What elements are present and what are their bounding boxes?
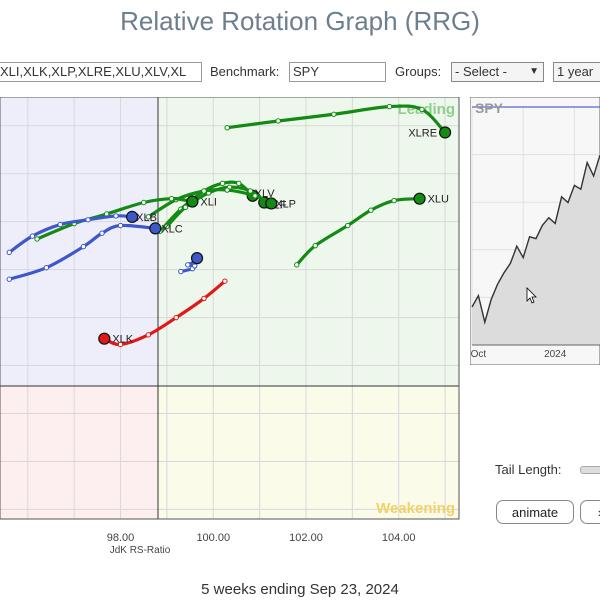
groups-select-value: - Select - — [455, 64, 508, 79]
series-label-xlc: XLC — [161, 223, 182, 235]
benchmark-label: Benchmark: — [210, 64, 280, 79]
head-marker-xlb[interactable] — [126, 210, 139, 223]
tail-point — [99, 230, 105, 236]
head-marker-xlk[interactable] — [98, 332, 111, 345]
series-label-xlk: XLK — [112, 334, 133, 346]
spy-price-line — [471, 154, 600, 325]
page-title: Relative Rotation Graph (RRG) — [120, 6, 480, 36]
tail-point — [43, 265, 50, 271]
tail-xlc[interactable]: XLC — [6, 222, 183, 282]
head-marker-xly[interactable] — [190, 252, 204, 265]
series-label-xlp: XLP — [275, 198, 296, 210]
x-tick-label: 104.00 — [382, 532, 416, 544]
tail-point — [164, 223, 170, 230]
tail-point — [252, 193, 258, 199]
head-marker-xlc[interactable] — [149, 222, 162, 235]
tail-point — [294, 262, 300, 268]
tail-xly[interactable] — [178, 252, 204, 275]
spy-x-ticks: Oct 2024 — [471, 349, 567, 360]
series-label-xlb: XLB — [136, 212, 157, 224]
rrg-x-axis-label: JdK RS-Ratio — [110, 545, 171, 556]
tail-point — [345, 222, 351, 229]
tail-point — [34, 236, 40, 242]
tail-point — [236, 180, 242, 187]
tail-point — [145, 332, 152, 338]
groups-select[interactable]: - Select - ▼ — [451, 62, 544, 82]
tail-point — [6, 249, 12, 256]
tail-point — [224, 124, 230, 131]
quadrant-leading — [158, 97, 459, 386]
tail-point — [178, 268, 184, 275]
tail-line-xlre — [225, 104, 447, 135]
tail-point — [222, 278, 228, 284]
rrg-chart[interactable]: Leading Weakening XLREXLUXLVXLFXLPXLIXLB… — [0, 97, 462, 557]
x-tick-label: 102.00 — [289, 532, 323, 544]
toolbar: XLI,XLK,XLP,XLRE,XLU,XLV,XL Benchmark: S… — [0, 60, 600, 86]
tail-point — [117, 341, 124, 348]
series-label-xlre: XLRE — [408, 127, 437, 139]
tail-point — [117, 222, 124, 229]
tail-point — [185, 262, 191, 268]
tail-point — [168, 195, 175, 202]
tail-point — [391, 197, 397, 204]
tail-point — [368, 207, 374, 213]
tail-point — [57, 221, 63, 228]
tail-point — [85, 217, 91, 223]
tail-xlb[interactable]: XLB — [6, 210, 157, 256]
quadrant-label-leading: Leading — [397, 101, 455, 118]
tail-point — [6, 276, 12, 282]
head-marker-xlu[interactable] — [413, 192, 426, 205]
spy-chart-title: SPY — [475, 100, 504, 116]
symbols-input[interactable]: XLI,XLK,XLP,XLRE,XLU,XLV,XL — [0, 62, 202, 82]
x-tick-label: 100.00 — [196, 532, 230, 544]
tail-length-label: Tail Length: — [495, 462, 562, 477]
quadrant-lagging — [0, 386, 158, 519]
head-marker-xli[interactable] — [186, 195, 199, 208]
x-tick-label: 98.00 — [107, 532, 135, 544]
series-label-xli: XLI — [200, 197, 217, 209]
tail-point — [145, 214, 152, 220]
quadrant-weakening — [158, 386, 459, 519]
tail-point — [182, 204, 189, 210]
benchmark-input[interactable]: SPY — [289, 62, 386, 82]
mouse-cursor-icon — [526, 287, 537, 304]
spy-mini-chart: SPY Oct 2024 — [470, 97, 600, 365]
spy-x-tick-label: 2024 — [544, 349, 567, 360]
tail-point — [419, 106, 425, 113]
rrg-tails: XLREXLUXLVXLFXLPXLIXLBXLCXLK — [6, 103, 452, 348]
tail-point — [173, 314, 179, 321]
tail-point — [331, 111, 337, 117]
chevron-down-icon: ▼ — [529, 66, 539, 77]
tail-xlp[interactable]: XLP — [145, 187, 296, 220]
groups-label: Groups: — [395, 64, 442, 79]
tail-point — [141, 199, 147, 206]
tail-point — [275, 118, 281, 124]
footer-date: 5 weeks ending Sep 23, 2024 — [201, 581, 399, 598]
tail-point — [29, 233, 36, 239]
tail-xlre[interactable]: XLRE — [224, 103, 452, 139]
tail-point — [224, 187, 230, 193]
head-marker-xlre[interactable] — [438, 126, 452, 139]
tail-xlu[interactable]: XLU — [294, 192, 450, 268]
tail-point — [219, 180, 226, 187]
period-select-value: 1 year — [557, 64, 594, 79]
tail-point — [80, 243, 87, 250]
tail-xlk[interactable]: XLK — [98, 278, 228, 348]
spy-x-tick-label: Oct — [471, 349, 487, 360]
next-button[interactable]: › — [580, 500, 600, 524]
tail-point — [312, 242, 318, 249]
quadrant-label-weakening: Weakening — [376, 500, 455, 517]
rrg-plot-border — [0, 97, 460, 520]
series-label-xlu: XLU — [428, 194, 449, 206]
tail-point — [113, 213, 119, 219]
rrg-x-ticks: 98.00 100.00 102.00 104.00 — [107, 532, 416, 544]
animate-button[interactable]: animate — [496, 500, 574, 524]
head-marker-xlp[interactable] — [265, 197, 278, 210]
tail-point — [201, 295, 207, 302]
period-select[interactable]: 1 year — [553, 62, 600, 82]
tail-length-slider[interactable] — [580, 466, 600, 474]
tail-point — [386, 103, 393, 110]
tail-point — [201, 188, 207, 194]
